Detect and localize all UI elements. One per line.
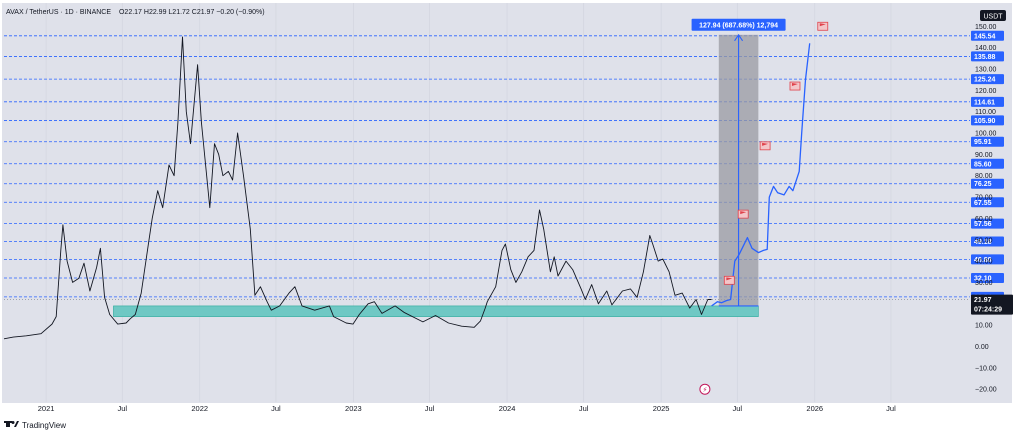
tradingview-logo[interactable]: TradingView	[4, 421, 66, 430]
y-tick-label: 50.00	[975, 237, 993, 244]
level-label-box	[971, 74, 1004, 85]
flag-shape	[819, 23, 826, 30]
flag-icon	[737, 209, 749, 219]
level-label: 57.56	[974, 221, 992, 228]
currency-button[interactable]: USDT	[980, 10, 1006, 21]
support-zone	[113, 305, 759, 317]
flag-box	[737, 209, 749, 219]
price-series	[3, 36, 811, 340]
ohlc-values: O22.17 H22.99 L21.72 C21.97 −0.20 (−0.90…	[119, 9, 265, 16]
level-label-box	[971, 136, 1004, 147]
level-label: 105.90	[974, 118, 996, 125]
level-label: 95.91	[974, 139, 992, 146]
flag-icon	[759, 141, 771, 151]
flag-shape	[762, 142, 769, 149]
lightning-glyph: ⚡	[702, 386, 707, 394]
y-tick-label: 90.00	[975, 152, 993, 159]
x-tick-label: Jul	[579, 404, 589, 413]
y-tick-label: 70.00	[975, 195, 993, 202]
flags: ⚡	[699, 21, 829, 395]
tradingview-icon	[4, 421, 19, 427]
level-label: 145.54	[974, 33, 996, 40]
y-axis: −20.00 −10.00 0.00 10.00 20.00 30.00 40.00 50.0…	[975, 24, 997, 394]
x-axis: 2021 Jul 2022 Jul 2023 Jul 2024 Jul 2025 Jul 2026 J…	[38, 404, 896, 413]
currency-label: USDT	[983, 14, 1003, 21]
price-line	[3, 36, 712, 340]
x-tick-label: 2022	[191, 404, 208, 413]
level-label-box	[971, 51, 1004, 62]
level-label: 135.88	[974, 54, 996, 61]
y-tick-label: 60.00	[975, 216, 993, 223]
flag-shape	[740, 211, 747, 218]
y-tick-label: 140.00	[975, 45, 997, 52]
x-tick-label: 2025	[653, 404, 670, 413]
lightning-icon	[699, 383, 711, 395]
y-tick-label: 30.00	[975, 280, 993, 287]
x-tick-label: Jul	[733, 404, 743, 413]
y-tick-label: −20.00	[975, 387, 997, 394]
flag-box	[759, 141, 771, 151]
x-tick-label: Jul	[425, 404, 435, 413]
level-label: 49.18	[974, 239, 992, 246]
measure-label: 127.94 (687.68%) 12,794	[699, 22, 778, 29]
y-tick-label: 120.00	[975, 88, 997, 95]
level-label-box	[971, 254, 1004, 265]
chart-header: AVAX / TetherUS · 1D · BINANCE O22.17 H2…	[6, 9, 265, 16]
y-tick-label: 20.00	[975, 301, 993, 308]
level-label: 67.55	[974, 200, 992, 207]
level-label: 114.61	[974, 99, 995, 106]
x-tick-label: Jul	[271, 404, 281, 413]
flag-box	[817, 21, 829, 31]
y-tick-label: 10.00	[975, 323, 993, 330]
tradingview-text: TradingView	[22, 421, 66, 430]
y-tick-label: 0.00	[975, 344, 989, 351]
level-label: 40.80	[974, 257, 992, 264]
x-tick-label: Jul	[117, 404, 127, 413]
zones: 127.94 (687.68%) 12,794	[113, 18, 786, 317]
x-tick-label: Jul	[886, 404, 896, 413]
level-label-box	[971, 178, 1004, 189]
level-label: 85.60	[974, 161, 992, 168]
level-label-box	[971, 30, 1004, 41]
flag-icon	[789, 81, 801, 91]
level-label-box	[971, 158, 1004, 169]
flag-shape	[726, 277, 733, 284]
level-label: 32.10	[974, 275, 992, 282]
x-tick-label: 2021	[38, 404, 55, 413]
flag-box	[789, 81, 801, 91]
projection-line	[711, 43, 811, 307]
flag-icon	[723, 275, 735, 285]
measure-label-box	[691, 18, 786, 31]
current-price-label: 21.97	[974, 297, 992, 304]
level-label: 125.24	[974, 77, 996, 84]
level-label-box	[971, 272, 1004, 283]
y-tick-label: 130.00	[975, 66, 997, 73]
y-tick-label: 150.00	[975, 24, 997, 31]
y-tick-label: 110.00	[975, 109, 996, 116]
flag-shape	[791, 83, 798, 90]
symbol-title: AVAX / TetherUS · 1D · BINANCE	[6, 9, 111, 16]
y-tick-label: −10.00	[975, 365, 997, 372]
level-label-box	[971, 236, 1004, 247]
countdown-label: 07:24:29	[974, 307, 1002, 314]
y-tick-label: 80.00	[975, 173, 993, 180]
measure-arrow-head	[734, 33, 744, 42]
current-price-box	[971, 294, 1013, 315]
level-label-box	[971, 197, 1004, 208]
level-label: 76.25	[974, 181, 992, 188]
level-label-box	[971, 96, 1004, 107]
flag-box	[723, 275, 735, 285]
flag-icon	[817, 21, 829, 31]
horizontal-levels: 145.54 135.88 125.24 114.61 105.90 95.91 85.60…	[4, 30, 1013, 315]
x-tick-label: 2024	[499, 404, 516, 413]
level-label-box	[971, 218, 1004, 229]
level-label-box	[971, 115, 1004, 126]
y-tick-label: 40.00	[975, 259, 993, 266]
x-tick-label: 2023	[345, 404, 362, 413]
y-tick-label: 100.00	[975, 131, 997, 138]
x-tick-label: 2026	[806, 404, 823, 413]
